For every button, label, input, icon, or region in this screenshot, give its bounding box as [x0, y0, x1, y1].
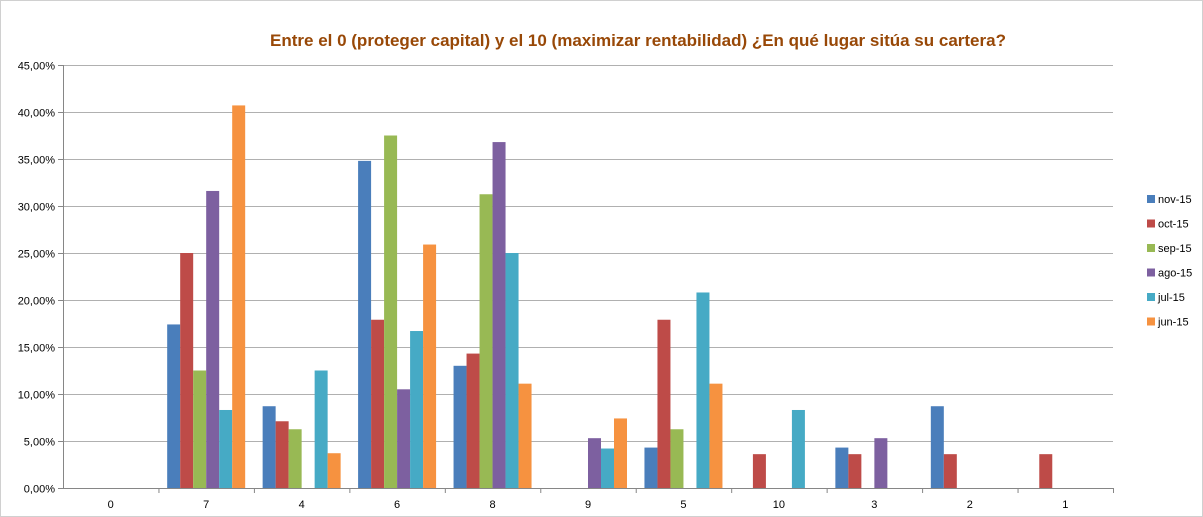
legend-label: jul-15 — [1157, 292, 1185, 304]
x-tick-label: 5 — [680, 499, 686, 511]
x-tick-label: 6 — [394, 499, 400, 511]
legend-label: oct-15 — [1158, 219, 1189, 231]
bar-jul-15-5 — [696, 292, 710, 488]
bar-jun-15-7 — [232, 105, 246, 489]
bar-oct-15-7 — [180, 253, 194, 488]
x-tick-label: 9 — [585, 499, 591, 511]
y-tick-label: 40,00% — [18, 108, 56, 120]
bar-nov-15-2 — [930, 406, 944, 488]
bar-nov-15-3 — [835, 447, 849, 488]
bar-oct-15-3 — [848, 454, 862, 488]
bar-jun-15-8 — [518, 383, 532, 488]
bar-nov-15-7 — [167, 324, 181, 488]
bar-nov-15-8 — [453, 365, 467, 488]
bar-sep-15-8 — [479, 194, 493, 488]
legend-swatch — [1147, 219, 1155, 228]
y-tick-label: 20,00% — [18, 296, 56, 308]
bar-jul-15-4 — [314, 370, 328, 488]
y-tick-label: 25,00% — [18, 249, 56, 261]
bar-oct-15-4 — [275, 421, 289, 488]
bar-jul-15-8 — [505, 253, 519, 488]
bar-jul-15-10 — [791, 409, 805, 488]
bar-ago-15-7 — [206, 190, 220, 488]
x-tick-label: 3 — [871, 499, 877, 511]
legend-label: sep-15 — [1158, 243, 1192, 255]
bar-jul-15-6 — [410, 331, 424, 488]
bar-ago-15-6 — [397, 389, 411, 488]
bar-sep-15-7 — [193, 370, 207, 488]
y-tick-label: 15,00% — [18, 343, 56, 355]
legend-label: ago-15 — [1158, 268, 1192, 280]
y-tick-label: 30,00% — [18, 202, 56, 214]
bar-oct-15-8 — [466, 353, 480, 488]
bar-sep-15-5 — [670, 429, 684, 488]
x-tick-label: 7 — [203, 499, 209, 511]
bar-nov-15-4 — [262, 406, 276, 488]
x-tick-label: 0 — [108, 499, 114, 511]
bar-nov-15-6 — [358, 160, 372, 488]
legend-swatch — [1147, 293, 1155, 301]
chart-title: Entre el 0 (proteger capital) y el 10 (m… — [270, 31, 1006, 50]
x-tick-label: 8 — [489, 499, 495, 511]
y-tick-label: 0,00% — [24, 484, 55, 496]
y-tick-label: 5,00% — [24, 437, 55, 449]
bar-jun-15-4 — [327, 453, 341, 488]
legend-swatch — [1147, 317, 1155, 326]
bar-ago-15-9 — [588, 438, 601, 488]
legend-label: jun-15 — [1157, 317, 1189, 329]
bar-nov-15-5 — [644, 447, 658, 488]
bar-jul-15-7 — [219, 409, 233, 488]
x-tick-label: 1 — [1062, 499, 1068, 511]
legend-label: nov-15 — [1158, 194, 1192, 206]
bar-jun-15-5 — [709, 383, 723, 488]
bar-ago-15-8 — [492, 142, 506, 488]
x-tick-label: 10 — [773, 499, 785, 511]
legend-swatch — [1147, 268, 1155, 277]
y-tick-label: 45,00% — [18, 61, 56, 73]
legend-swatch — [1147, 244, 1155, 252]
bar-oct-15-1 — [1039, 454, 1053, 488]
bar-jun-15-9 — [614, 418, 627, 488]
x-tick-label: 4 — [299, 499, 305, 511]
y-tick-label: 10,00% — [18, 390, 56, 402]
x-tick-label: 2 — [967, 499, 973, 511]
bar-oct-15-6 — [371, 319, 385, 488]
legend-swatch — [1147, 195, 1155, 203]
bar-sep-15-6 — [384, 135, 398, 488]
y-tick-label: 35,00% — [18, 155, 56, 167]
bar-oct-15-2 — [943, 454, 957, 488]
bar-jul-15-9 — [601, 448, 614, 488]
bar-oct-15-10 — [752, 454, 766, 488]
bar-jun-15-6 — [423, 244, 437, 488]
bar-ago-15-3 — [874, 438, 888, 488]
bar-oct-15-5 — [657, 319, 671, 488]
bar-sep-15-4 — [288, 429, 302, 488]
